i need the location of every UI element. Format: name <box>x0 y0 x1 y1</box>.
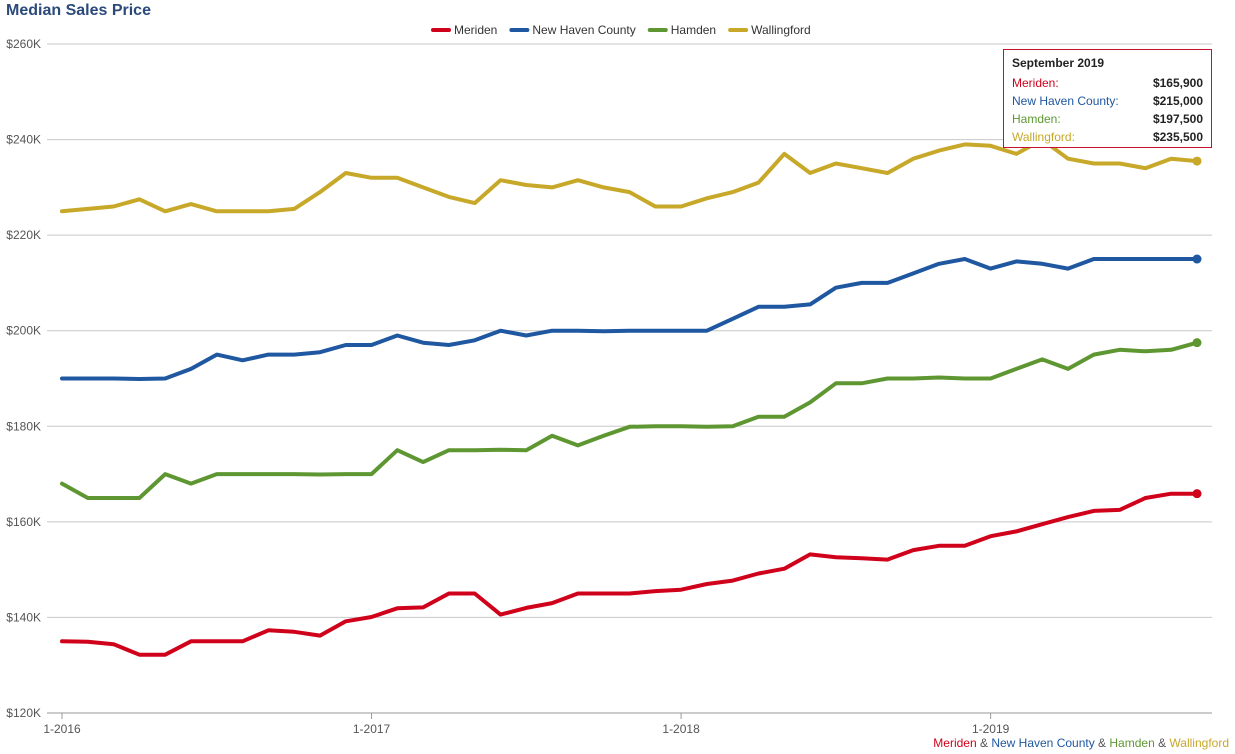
chart-title: Median Sales Price <box>6 2 151 19</box>
series-lines[interactable] <box>60 137 1202 657</box>
tooltip-row-wallingford: Wallingford: $235,500 <box>1012 128 1203 146</box>
tooltip-row-hamden: Hamden: $197,500 <box>1012 110 1203 128</box>
x-tick-label: 1-2018 <box>662 722 700 736</box>
series-hamden[interactable] <box>60 338 1202 500</box>
credit-part: & <box>976 736 992 750</box>
tooltip-value: $235,500 <box>1152 130 1203 144</box>
y-tick-label: $260K <box>6 37 41 51</box>
series-wallingford[interactable] <box>60 137 1202 214</box>
series-new-haven-county[interactable] <box>60 254 1202 381</box>
series-meriden[interactable] <box>60 489 1202 657</box>
legend-item[interactable]: Hamden <box>647 23 716 37</box>
last-point-marker[interactable] <box>1192 254 1202 264</box>
y-tick-label: $200K <box>6 324 41 338</box>
tooltip-value: $165,900 <box>1152 76 1203 90</box>
tooltip-row-new-haven-county: New Haven County: $215,000 <box>1012 92 1203 110</box>
tooltip-label: Wallingford: <box>1012 130 1075 144</box>
tooltip-value: $215,000 <box>1152 94 1203 108</box>
credit-part: Hamden <box>1109 736 1155 750</box>
tooltip-label: New Haven County: <box>1012 94 1119 108</box>
legend-label: Hamden <box>671 23 716 37</box>
tooltip-label: Hamden: <box>1012 112 1061 126</box>
series-line[interactable] <box>60 491 1199 657</box>
tooltip-title: September 2019 <box>1012 56 1105 70</box>
credit-part: Meriden <box>933 736 977 750</box>
last-point-marker[interactable] <box>1192 338 1202 348</box>
legend-label: New Haven County <box>532 23 635 37</box>
axes: $120K $140K $160K $180K $200K $220K $240K $260K… <box>6 37 1009 736</box>
x-tick-label: 1-2017 <box>353 722 391 736</box>
tooltip-value: $197,500 <box>1152 112 1203 126</box>
legend[interactable]: Meriden New Haven County Hamden Wallingford <box>431 23 811 37</box>
credit-part: & <box>1094 736 1110 750</box>
x-tick-label: 1-2019 <box>972 722 1010 736</box>
x-tick-label: 1-2016 <box>43 722 81 736</box>
y-tick-label: $140K <box>6 610 41 624</box>
credit-part: Wallingford <box>1169 736 1229 750</box>
credit-part: & <box>1154 736 1170 750</box>
legend-label: Wallingford <box>751 23 811 37</box>
legend-item[interactable]: Meriden <box>431 23 497 37</box>
hover-tooltip: September 2019 Meriden: $165,900 New Hav… <box>1003 49 1212 148</box>
tooltip-label: Meriden: <box>1012 76 1059 90</box>
y-tick-label: $240K <box>6 133 41 147</box>
last-point-marker[interactable] <box>1192 489 1202 499</box>
credit-part: New Haven County <box>991 736 1095 750</box>
legend-item[interactable]: New Haven County <box>509 23 636 37</box>
series-line[interactable] <box>60 137 1199 214</box>
series-line[interactable] <box>60 340 1199 500</box>
legend-label: Meriden <box>454 23 497 37</box>
legend-item[interactable]: Wallingford <box>728 23 811 37</box>
y-tick-label: $220K <box>6 228 41 242</box>
tooltip-row-meriden: Meriden: $165,900 <box>1012 74 1203 92</box>
y-tick-label: $160K <box>6 515 41 529</box>
last-point-marker[interactable] <box>1192 156 1202 166</box>
series-credits: Meriden & New Haven County & Hamden & Wa… <box>933 736 1229 750</box>
y-tick-label: $120K <box>6 706 41 720</box>
series-line[interactable] <box>60 257 1199 381</box>
y-tick-label: $180K <box>6 419 41 433</box>
